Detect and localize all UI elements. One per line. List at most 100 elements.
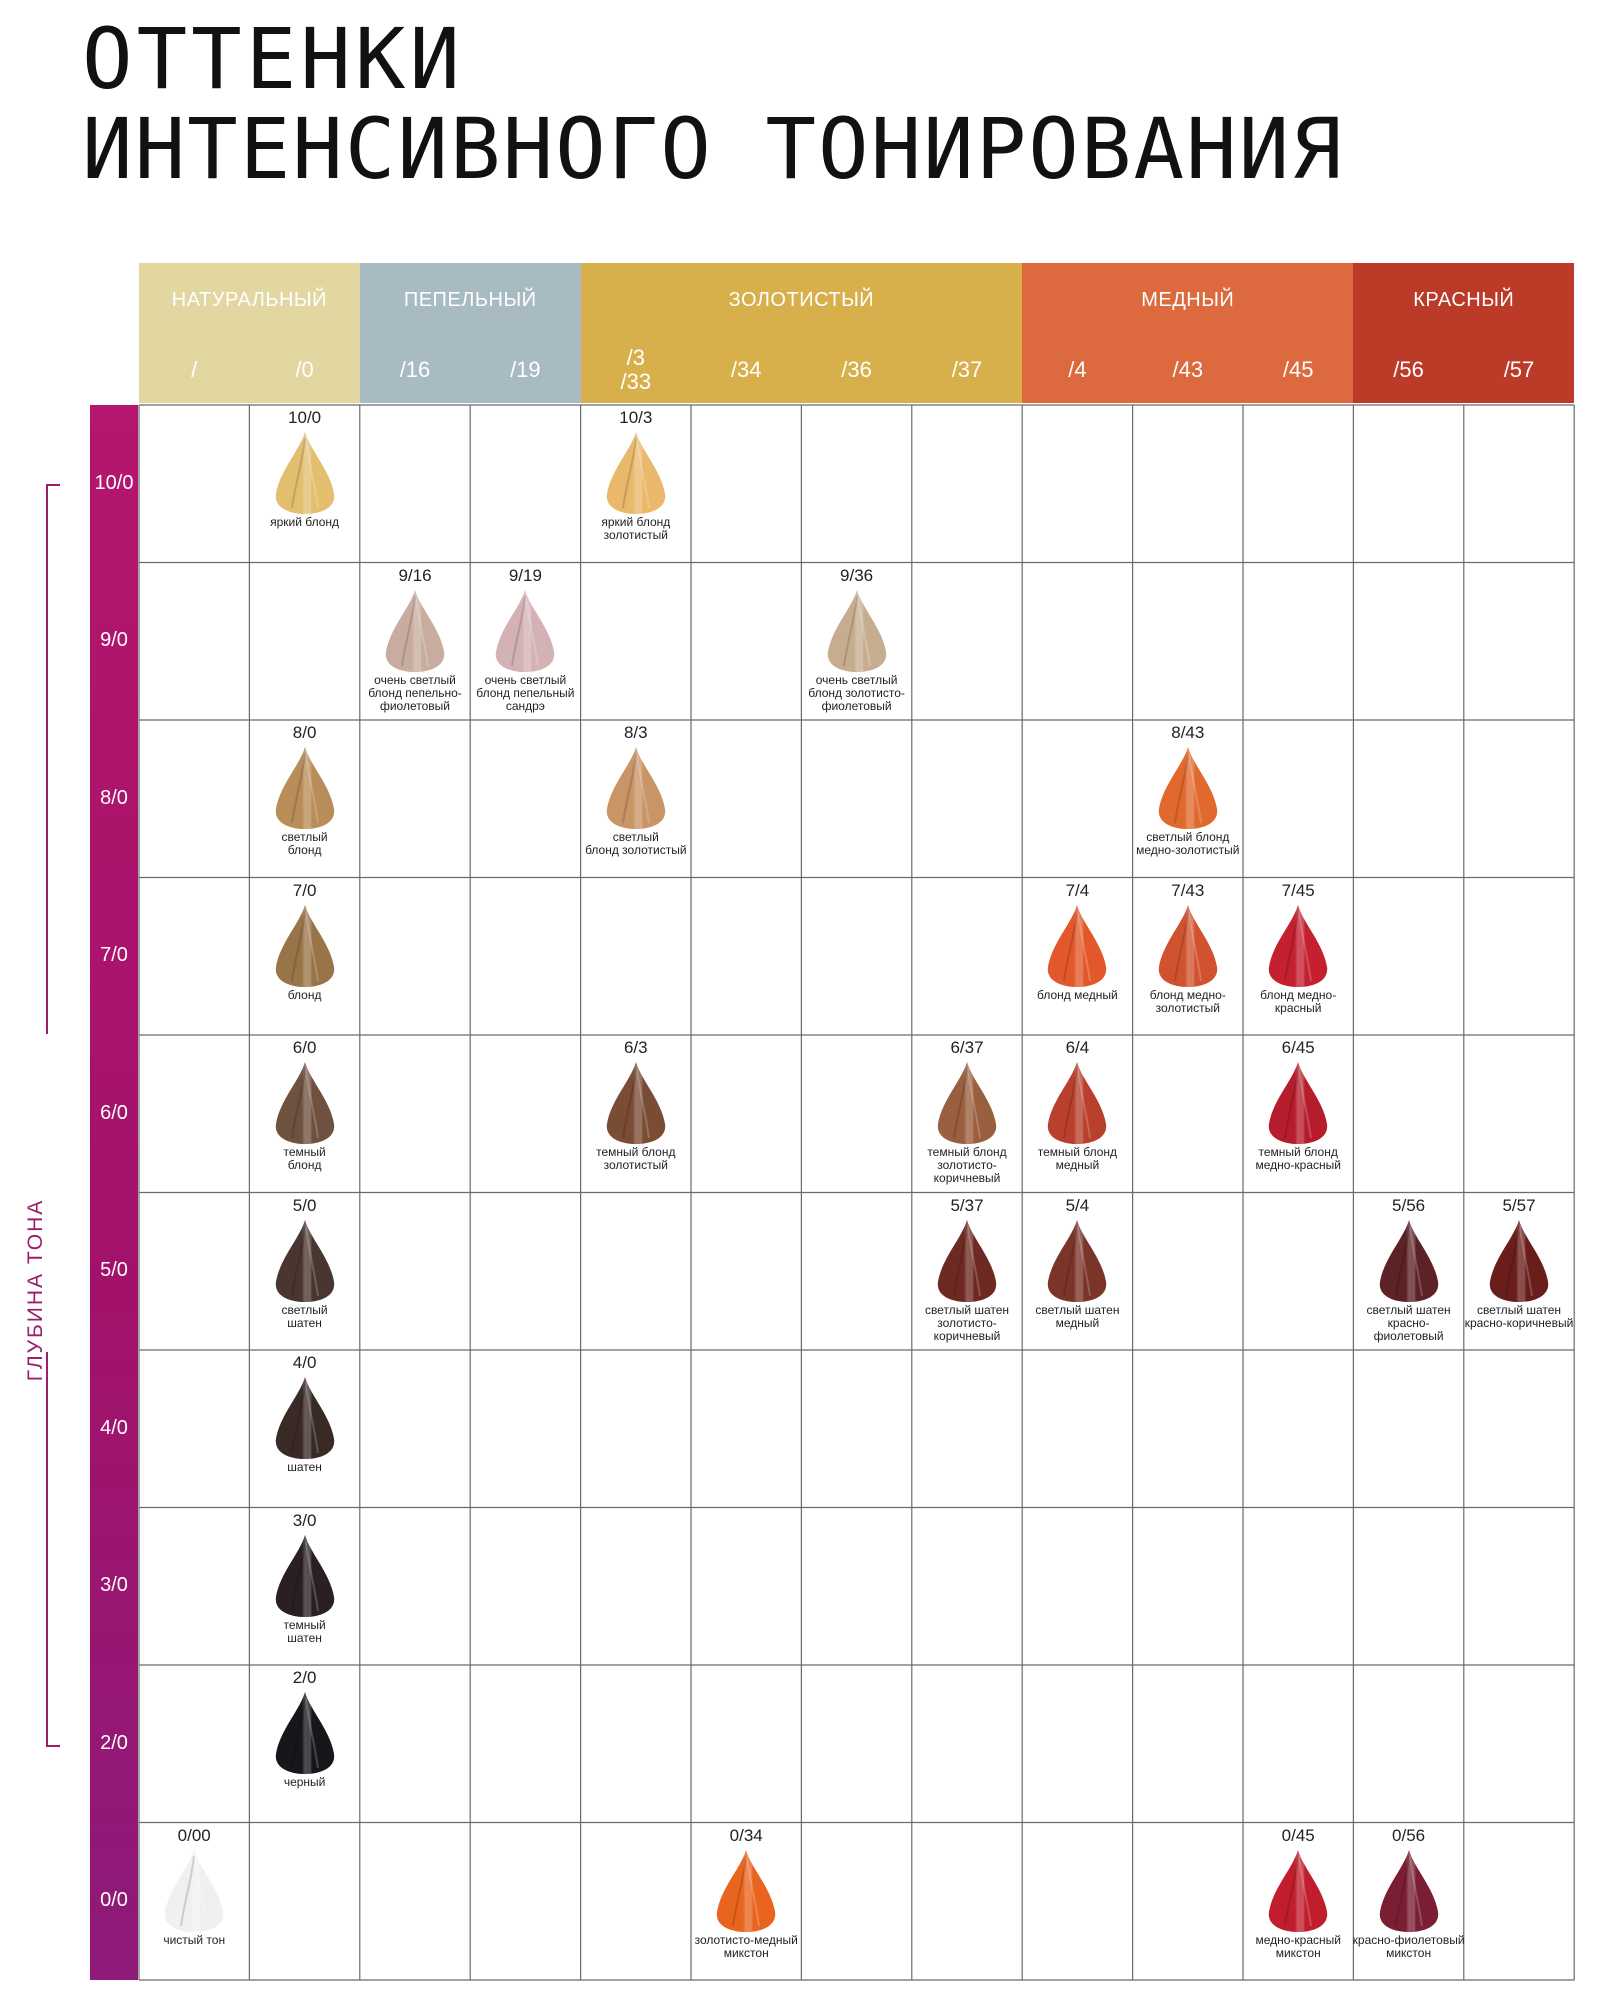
shade-name: очень светлый блонд пепельный сандрэ	[476, 672, 575, 713]
shade-code: 5/57	[1502, 1195, 1536, 1215]
hair-swatch-icon	[937, 1219, 997, 1302]
category-band	[139, 263, 360, 403]
category-band	[359, 263, 581, 403]
shade-cell: 7/43 блонд медно- золотистый	[1133, 878, 1243, 1035]
shade-name: светлый шатен красно- фиолетовый	[1366, 1302, 1451, 1343]
shade-code: 0/45	[1281, 1825, 1315, 1845]
shade-code: 5/37	[950, 1195, 984, 1215]
shade-name: темный шатен	[283, 1617, 326, 1645]
depth-label: 8/0	[100, 786, 128, 809]
shade-cell: 5/57 светлый шатен красно-коричневый	[1464, 1193, 1574, 1350]
shade-cell: 5/37 светлый шатен золотисто- коричневый	[912, 1193, 1022, 1350]
shade-code: 0/00	[177, 1825, 211, 1845]
depth-label: 6/0	[100, 1101, 128, 1124]
shade-name: темный блонд медно-красный	[1255, 1145, 1341, 1172]
depth-label: 9/0	[100, 629, 128, 652]
shade-code: 6/4	[1065, 1038, 1090, 1057]
shade-code: 0/56	[1392, 1825, 1426, 1845]
hair-swatch-icon	[606, 747, 665, 829]
shade-cell: 9/16 очень светлый блонд пепельно- фиоле…	[360, 563, 470, 720]
depth-bar	[90, 405, 138, 1980]
hair-swatch-icon	[1489, 1219, 1549, 1302]
hair-swatch-icon	[496, 589, 555, 672]
column-code: /45	[1282, 357, 1314, 382]
column-code: /34	[730, 357, 762, 382]
shade-code: 6/45	[1281, 1038, 1315, 1057]
shade-name: золотисто-медный микстон	[694, 1932, 798, 1960]
shade-cell: 8/43 светлый блонд медно-золотистый	[1133, 720, 1243, 877]
depth-label: 0/0	[100, 1889, 128, 1912]
hair-swatch-icon	[606, 1062, 665, 1144]
shade-cell: 7/0 блонд	[249, 878, 359, 1035]
shade-code: 4/0	[292, 1353, 317, 1372]
shade-code: 8/0	[292, 723, 317, 742]
shade-code: 7/45	[1281, 880, 1315, 900]
column-code: /4	[1068, 357, 1087, 382]
shade-cell: 5/4 светлый шатен медный	[1022, 1193, 1132, 1350]
shade-cell: 7/45 блонд медно- красный	[1243, 878, 1353, 1035]
shade-name: темный блонд медный	[1037, 1145, 1118, 1172]
shade-name: блонд медно- красный	[1260, 987, 1337, 1015]
shade-cell: 4/0 шатен	[249, 1350, 359, 1507]
hair-swatch-icon	[275, 1377, 334, 1459]
hair-swatch-icon	[275, 1692, 334, 1774]
category-label: ЗОЛОТИСТЫЙ	[728, 288, 875, 311]
shade-cell: 0/45 медно-красный микстон	[1243, 1823, 1353, 1980]
bracket-bottom-tick	[46, 1745, 60, 1747]
shade-code: 9/19	[508, 565, 542, 585]
shade-name: очень светлый блонд золотисто- фиолетовы…	[808, 672, 905, 713]
shade-name: чистый тон	[163, 1932, 226, 1947]
shade-code: 9/36	[840, 565, 874, 585]
hair-swatch-icon	[827, 589, 886, 672]
shade-cell: 6/0 темный блонд	[249, 1035, 359, 1192]
shade-cell: 0/00 чистый тон	[139, 1823, 249, 1980]
hair-swatch-icon	[1048, 1219, 1107, 1302]
shade-code: 7/0	[292, 880, 317, 900]
depth-label: 4/0	[100, 1416, 128, 1439]
depth-label: 7/0	[100, 944, 128, 967]
shade-name: яркий блонд	[270, 515, 340, 529]
shade-name: медно-красный микстон	[1255, 1932, 1341, 1960]
shade-code: 7/4	[1065, 880, 1090, 900]
shade-code: 5/0	[292, 1195, 317, 1215]
shade-cell: 8/0 светлый блонд	[249, 720, 359, 877]
shade-name: светлый шатен медный	[1035, 1302, 1120, 1330]
column-code: /	[191, 357, 198, 382]
column-code: /3 /33	[620, 345, 652, 394]
shade-cell: 5/56 светлый шатен красно- фиолетовый	[1353, 1193, 1463, 1350]
category-label: ПЕПЕЛЬНЫЙ	[403, 288, 537, 311]
shade-code: 3/0	[292, 1510, 317, 1530]
shade-name: темный блонд	[283, 1145, 326, 1172]
category-label: КРАСНЫЙ	[1413, 288, 1515, 311]
shade-name: светлый блонд золотистый	[585, 830, 687, 857]
shade-cell: 6/37 темный блонд золотисто- коричневый	[912, 1035, 1022, 1192]
shade-code: 5/56	[1392, 1195, 1426, 1215]
shade-cell: 6/3 темный блонд золотистый	[581, 1035, 691, 1192]
shade-cell: 8/3 светлый блонд золотистый	[581, 720, 691, 877]
shade-name: светлый шатен золотисто- коричневый	[924, 1302, 1010, 1343]
hair-swatch-icon	[1048, 1062, 1107, 1144]
shade-code: 10/0	[288, 408, 322, 427]
shade-name: светлый блонд медно-золотистый	[1136, 830, 1240, 857]
hair-swatch-icon	[275, 432, 334, 514]
shade-name: темный блонд золотисто- коричневый	[927, 1145, 1007, 1185]
hair-swatch-icon	[275, 747, 334, 829]
shade-code: 8/3	[623, 723, 648, 742]
shade-code: 7/43	[1171, 880, 1205, 900]
hair-swatch-icon	[1269, 1849, 1328, 1932]
hair-swatch-icon	[1158, 904, 1217, 987]
column-code: /19	[510, 357, 541, 382]
shade-name: светлый шатен красно-коричневый	[1464, 1302, 1574, 1330]
hair-swatch-icon	[1269, 904, 1328, 987]
category-band	[1022, 263, 1354, 403]
hair-swatch-icon	[1048, 904, 1107, 987]
shade-name: блонд медный	[1037, 987, 1118, 1002]
shade-cell: 10/3 яркий блонд золотистый	[581, 405, 691, 562]
bracket-top-tick	[46, 484, 60, 486]
hair-swatch-icon	[1158, 747, 1217, 829]
hair-swatch-icon	[937, 1062, 997, 1144]
column-code: /37	[951, 357, 983, 382]
depth-label: 10/0	[94, 471, 134, 494]
category-label: МЕДНЫЙ	[1141, 288, 1235, 311]
shade-name: темный блонд золотистый	[596, 1145, 676, 1172]
